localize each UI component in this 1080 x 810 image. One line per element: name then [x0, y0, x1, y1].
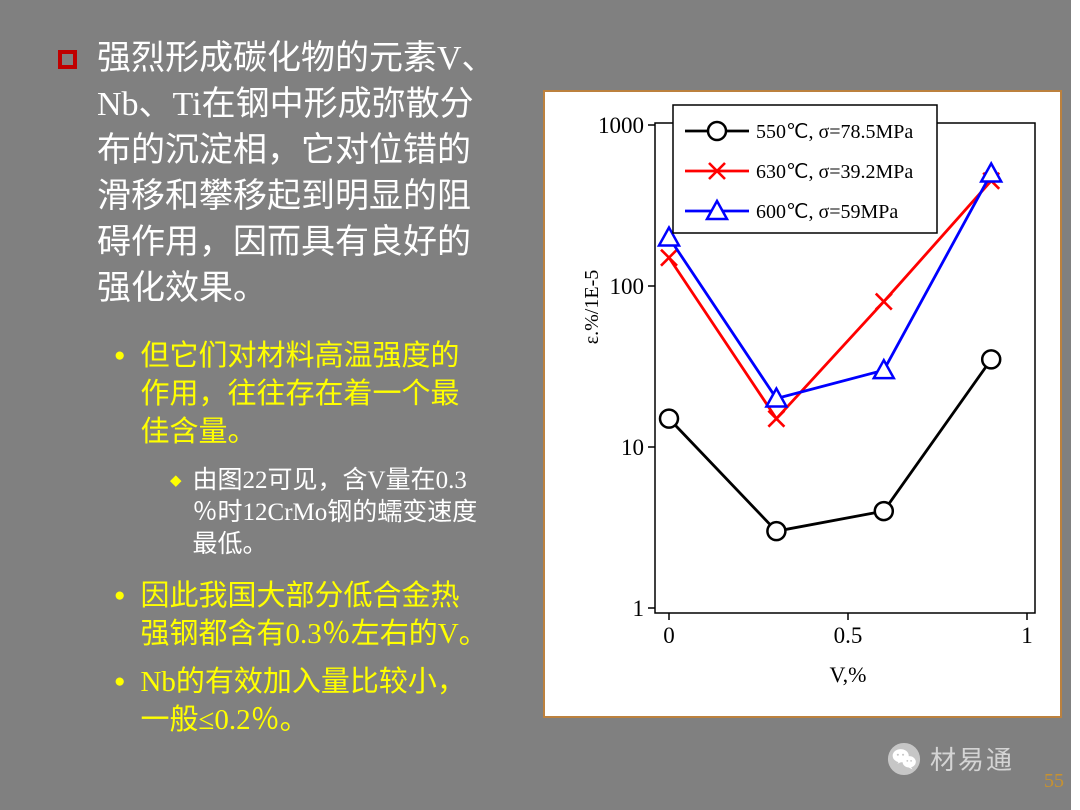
- sub-bullet-item-1: ● 但它们对材料高温强度的 作用，往往存在着一个最 佳含量。: [58, 337, 538, 451]
- svg-text:0.5: 0.5: [834, 623, 863, 648]
- svg-text:1: 1: [1021, 623, 1033, 648]
- series-550℃, σ=78.5MPa: [658, 349, 1002, 542]
- sub-bullet-text-1: 但它们对材料高温强度的 作用，往往存在着一个最 佳含量。: [140, 340, 460, 448]
- watermark-text: 材易通: [929, 746, 1014, 775]
- axes: 1 10 100 1000 0 0.5 1 V,% ε.%/1E-5: [581, 113, 1033, 687]
- circle-bullet-icon: ●: [114, 671, 126, 692]
- sub-bullet-text-2: 因此我国大部分低合金热 强钢都含有0.3％左右的V。: [140, 580, 488, 650]
- svg-text:100: 100: [610, 274, 645, 299]
- page-number: 55: [1044, 770, 1064, 792]
- detail-bullet-text: 由图22可见，含V量在0.3 ％时12CrMo钢的蠕变速度 最低。: [192, 467, 478, 558]
- watermark: 材易通: [887, 740, 1014, 777]
- square-bullet-icon: [58, 50, 77, 69]
- svg-text:550℃, σ=78.5MPa: 550℃, σ=78.5MPa: [756, 121, 913, 143]
- x-axis-title: V,%: [830, 662, 867, 687]
- circle-bullet-icon: ●: [114, 345, 126, 366]
- svg-text:630℃, σ=39.2MPa: 630℃, σ=39.2MPa: [756, 161, 913, 183]
- svg-text:0: 0: [663, 623, 675, 648]
- main-bullet-text: 强烈形成碳化物的元素V、 Nb、Ti在钢中形成弥散分 布的沉淀相，它对位错的 滑…: [97, 40, 496, 307]
- sub-bullet-item-3: ● Nb的有效加入量比较小， 一般≤0.2％。: [58, 663, 538, 739]
- svg-text:1000: 1000: [598, 113, 644, 138]
- sub-bullet-item-2: ● 因此我国大部分低合金热 强钢都含有0.3％左右的V。: [58, 577, 538, 653]
- circle-bullet-icon: ●: [114, 585, 126, 606]
- series-600℃, σ=59MPa: [656, 160, 1004, 408]
- svg-text:600℃, σ=59MPa: 600℃, σ=59MPa: [756, 201, 898, 223]
- svg-text:1: 1: [633, 596, 645, 621]
- creep-rate-vs-vanadium-chart: 1 10 100 1000 0 0.5 1 V,% ε.%/1E-5 550℃, σ=78.5MP…: [581, 104, 1036, 687]
- slide-right-margin: [1071, 0, 1080, 810]
- sub-bullet-text-3: Nb的有效加入量比较小， 一般≤0.2％。: [140, 666, 466, 736]
- diamond-bullet-icon: ◆: [170, 473, 182, 489]
- svg-text:10: 10: [621, 435, 644, 460]
- chart-legend: 550℃, σ=78.5MPa 630℃, σ=39.2MPa 600℃, σ=59…: [672, 104, 938, 234]
- detail-bullet-item: ◆ 由图22可见，含V量在0.3 ％时12CrMo钢的蠕变速度 最低。: [58, 465, 538, 561]
- y-axis-title: ε.%/1E-5: [581, 270, 603, 345]
- main-bullet-item: 强烈形成碳化物的元素V、 Nb、Ti在钢中形成弥散分 布的沉淀相，它对位错的 滑…: [58, 36, 538, 312]
- data-series: [656, 160, 1004, 542]
- wechat-icon: [887, 742, 921, 775]
- chart-panel: 1 10 100 1000 0 0.5 1 V,% ε.%/1E-5 550℃, σ=78.5MP…: [543, 90, 1062, 718]
- text-column: 强烈形成碳化物的元素V、 Nb、Ti在钢中形成弥散分 布的沉淀相，它对位错的 滑…: [58, 36, 538, 739]
